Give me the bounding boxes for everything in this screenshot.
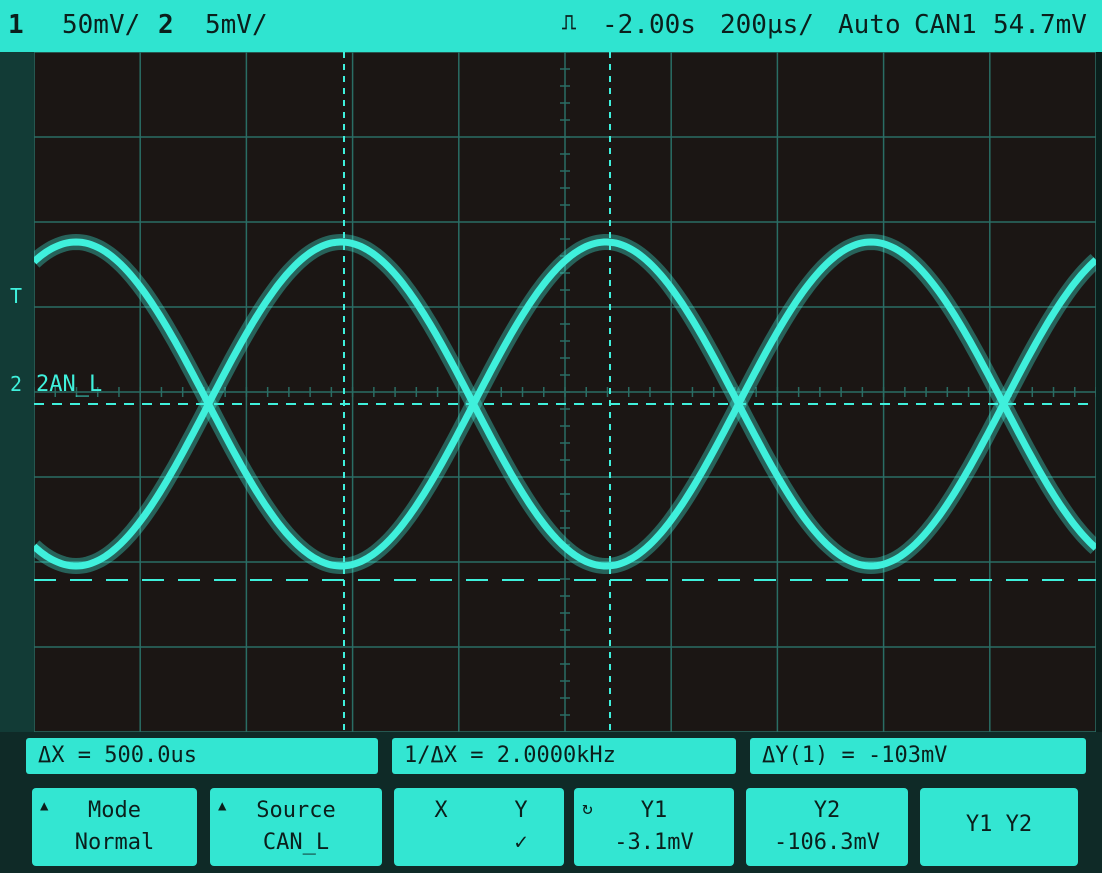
x-option: X — [434, 798, 448, 823]
y1y2-softkey[interactable]: Y1 Y2 — [920, 788, 1078, 866]
y1-title: Y1 — [640, 798, 668, 823]
left-marker-rail: T 2 — [0, 52, 34, 732]
delta-y-readout: ΔY(1) = -103mV — [750, 738, 1086, 774]
trace-can-low — [34, 238, 1096, 570]
graticule-grid — [34, 52, 1096, 732]
source-softkey[interactable]: ▲ Source CAN_L — [210, 788, 382, 866]
y1y2-label: Y1 Y2 — [965, 812, 1033, 837]
trigger-source: CAN1 — [914, 10, 977, 40]
inverse-delta-x-readout: 1/ΔX = 2.0000kHz — [392, 738, 736, 774]
checkmark-icon: ✓ — [514, 830, 528, 855]
rotate-knob-icon: ↻ — [582, 798, 593, 819]
y2-softkey[interactable]: Y2 -106.3mV — [746, 788, 908, 866]
source-value: CAN_L — [262, 830, 330, 855]
menu-arrow-icon: ▲ — [218, 798, 227, 814]
waveform-display: 2AN_L — [34, 52, 1096, 732]
status-bar: 1 50mV/ 2 5mV/ ⎍ -2.00s 200µs/ Auto CAN1… — [0, 0, 1102, 52]
mode-value: Normal — [74, 830, 155, 855]
channel-ground-marker: 2 — [10, 372, 23, 396]
trigger-edge-icon: ⎍ — [562, 10, 576, 34]
acquisition-mode: Auto — [838, 10, 901, 40]
waveform-traces — [34, 233, 1096, 575]
cursor-lines — [34, 52, 1096, 732]
time-delay: -2.00s — [602, 10, 696, 40]
channel2-scale: 5mV/ — [205, 10, 268, 40]
y2-title: Y2 — [813, 798, 841, 823]
xy-softkey[interactable]: X Y ✓ — [394, 788, 564, 866]
trigger-level: 54.7mV — [993, 10, 1087, 40]
y1-value: -3.1mV — [614, 830, 694, 855]
softkey-menu: ▲ Mode Normal ▲ Source CAN_L X Y ✓ ↻ Y1 … — [0, 780, 1102, 873]
channel1-scale: 50mV/ — [62, 10, 141, 40]
waveform-label: 2AN_L — [36, 372, 103, 397]
y1-softkey[interactable]: ↻ Y1 -3.1mV — [574, 788, 734, 866]
delta-x-readout: ΔX = 500.0us — [26, 738, 378, 774]
mode-softkey[interactable]: ▲ Mode Normal — [32, 788, 197, 866]
measurement-bar: ΔX = 500.0us 1/ΔX = 2.0000kHz ΔY(1) = -1… — [0, 732, 1102, 780]
menu-arrow-icon: ▲ — [40, 798, 49, 814]
trace-can-high — [34, 238, 1096, 570]
y-option: Y — [514, 798, 528, 823]
mode-title: Mode — [88, 798, 141, 823]
trigger-level-marker: T — [10, 284, 23, 308]
y2-value: -106.3mV — [774, 830, 880, 855]
graticule-and-traces — [34, 52, 1096, 732]
time-scale: 200µs/ — [720, 10, 814, 40]
channel2-number: 2 — [158, 10, 174, 40]
channel1-number: 1 — [8, 10, 24, 40]
source-title: Source — [256, 798, 336, 823]
